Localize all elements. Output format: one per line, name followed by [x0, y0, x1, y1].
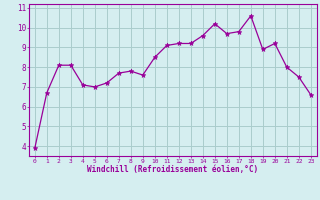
X-axis label: Windchill (Refroidissement éolien,°C): Windchill (Refroidissement éolien,°C)	[87, 165, 258, 174]
